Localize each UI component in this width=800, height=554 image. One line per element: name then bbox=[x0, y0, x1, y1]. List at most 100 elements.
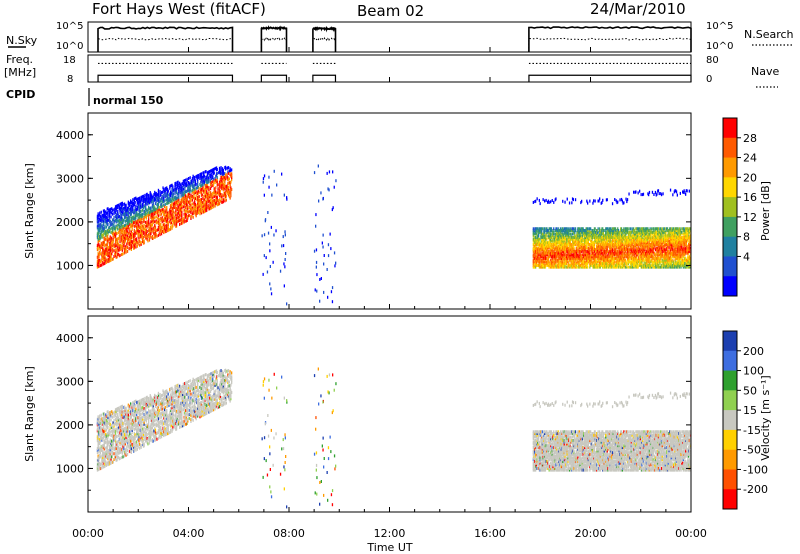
power-cell bbox=[145, 199, 148, 202]
power-cell bbox=[125, 248, 127, 252]
power-cell bbox=[186, 207, 188, 211]
power-cell bbox=[106, 231, 108, 235]
power-cell bbox=[189, 182, 191, 186]
power-cell bbox=[111, 236, 113, 240]
freq-label: Freq. bbox=[6, 53, 33, 66]
power-cell bbox=[146, 220, 148, 224]
power-cell bbox=[169, 221, 172, 225]
power-cell bbox=[177, 215, 179, 219]
power-cell bbox=[535, 244, 537, 248]
power-cell bbox=[179, 191, 181, 195]
power-cell bbox=[214, 177, 216, 180]
power-cell bbox=[281, 244, 283, 248]
power-cell bbox=[206, 183, 208, 187]
power-cell bbox=[177, 186, 179, 190]
power-cell bbox=[556, 246, 558, 250]
power-cell bbox=[133, 228, 135, 232]
power-cell bbox=[129, 235, 131, 238]
power-cell bbox=[537, 234, 539, 238]
power-cell bbox=[564, 243, 566, 246]
power-cell bbox=[141, 203, 143, 207]
power-cell bbox=[133, 242, 135, 246]
power-cell bbox=[169, 212, 171, 216]
power-cell bbox=[559, 239, 561, 243]
power-cell bbox=[333, 251, 336, 255]
power-cell bbox=[542, 241, 544, 245]
power-cell bbox=[565, 255, 568, 259]
power-cell bbox=[212, 176, 214, 180]
power-cell bbox=[98, 253, 100, 257]
power-cell bbox=[326, 171, 328, 175]
power-cell bbox=[227, 176, 229, 180]
power-cell bbox=[151, 215, 154, 219]
power-cell bbox=[126, 242, 128, 246]
power-cell bbox=[543, 262, 545, 266]
power-cell bbox=[182, 183, 184, 187]
power-cell bbox=[207, 200, 209, 204]
power-cell bbox=[179, 208, 181, 212]
power-cell bbox=[134, 218, 136, 222]
power-cell bbox=[188, 182, 190, 186]
power-cell bbox=[130, 207, 132, 211]
power-cell bbox=[537, 237, 539, 241]
power-cell bbox=[210, 204, 212, 208]
power-cell bbox=[544, 241, 547, 245]
power-cell bbox=[105, 257, 107, 261]
power-cell bbox=[192, 186, 194, 190]
power-cell bbox=[564, 255, 566, 259]
power-cell bbox=[171, 219, 173, 222]
power-cell bbox=[547, 263, 549, 267]
power-cell bbox=[534, 236, 536, 239]
power-cell bbox=[539, 227, 541, 231]
power-cell bbox=[212, 203, 214, 207]
power-cell bbox=[182, 197, 184, 201]
power-cell bbox=[160, 209, 162, 213]
power-cell bbox=[549, 232, 551, 236]
power-cell bbox=[172, 212, 174, 216]
power-cell bbox=[565, 232, 567, 236]
power-cell bbox=[147, 239, 149, 243]
power-cell bbox=[535, 239, 537, 243]
power-cell bbox=[108, 251, 110, 255]
power-cell bbox=[215, 174, 218, 178]
power-cell bbox=[197, 199, 200, 203]
power-cell bbox=[152, 205, 154, 209]
power-cell bbox=[559, 253, 562, 257]
power-cell bbox=[184, 182, 186, 186]
power-cell bbox=[555, 253, 557, 257]
power-cell bbox=[221, 171, 224, 175]
power-cell bbox=[542, 246, 544, 250]
power-cell bbox=[614, 260, 616, 264]
power-cell bbox=[154, 233, 157, 237]
power-cell bbox=[209, 187, 212, 191]
power-cell bbox=[148, 234, 151, 238]
power-cell bbox=[207, 176, 209, 180]
power-cell bbox=[175, 209, 177, 213]
power-cell bbox=[139, 235, 142, 239]
power-cell bbox=[119, 220, 121, 224]
power-cell bbox=[221, 193, 223, 197]
power-cell bbox=[114, 252, 117, 256]
power-cell bbox=[126, 218, 129, 222]
power-cell bbox=[98, 231, 100, 235]
power-cell bbox=[193, 195, 195, 199]
power-cell bbox=[128, 204, 130, 208]
power-cell bbox=[103, 248, 105, 252]
power-cell bbox=[533, 244, 535, 248]
power-cell bbox=[556, 244, 558, 248]
power-cell bbox=[572, 198, 574, 202]
power-cell bbox=[148, 219, 150, 223]
power-cell bbox=[196, 192, 198, 196]
power-cell bbox=[105, 251, 107, 255]
power-cell bbox=[186, 215, 188, 219]
power-cell bbox=[135, 208, 137, 212]
power-cell bbox=[230, 192, 232, 196]
power-cell bbox=[205, 179, 207, 183]
power-cell bbox=[105, 247, 108, 251]
power-cell bbox=[551, 246, 553, 250]
power-cell bbox=[163, 188, 165, 191]
power-cell bbox=[210, 181, 212, 184]
power-cell bbox=[123, 251, 126, 255]
power-cell bbox=[200, 200, 202, 204]
power-cell bbox=[128, 208, 130, 211]
